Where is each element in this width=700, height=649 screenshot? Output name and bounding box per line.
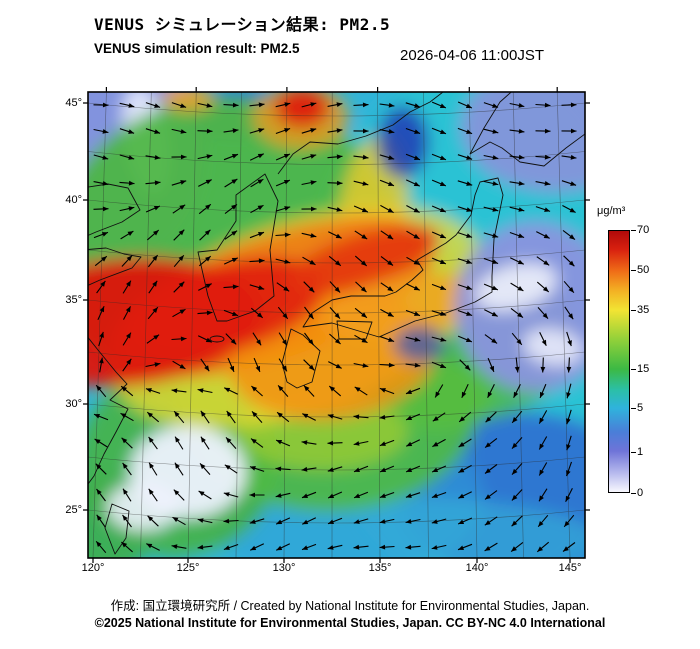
colorbar — [608, 230, 630, 493]
coast-hokkaido — [469, 92, 585, 167]
field-region-red-band-core — [130, 257, 326, 357]
colorbar-tick — [631, 310, 636, 311]
map-frame — [87, 91, 586, 559]
lat-label: 35° — [65, 294, 82, 306]
lat-label: 25° — [65, 504, 82, 516]
lon-label: 130° — [272, 562, 296, 574]
coast-honshu — [302, 177, 504, 338]
field-region-navy-patch-central — [394, 326, 446, 362]
lon-label: 125° — [176, 562, 200, 574]
coast-kyushu — [281, 328, 321, 389]
field-region-orange-northwest-spot — [162, 92, 214, 111]
attribution-text: 作成: 国立環境研究所 / Created by National Instit… — [110, 599, 590, 613]
title-japanese: VENUS シミュレーション結果: PM2.5 — [94, 15, 391, 34]
field-region-periwinkle-northeast — [461, 92, 585, 192]
colorbar-tick-label: 50 — [637, 263, 650, 276]
colorbar-tick-label: 35 — [637, 303, 650, 316]
lat-label: 45° — [65, 97, 82, 109]
colorbar-tick-label: 5 — [637, 402, 644, 415]
field-region-red-north-spot — [275, 92, 329, 128]
colorbar-tick — [631, 369, 636, 370]
timestamp: 2026-04-06 11:00JST — [400, 47, 544, 64]
copyright-text: ©2025 National Institute for Environment… — [94, 616, 606, 630]
colorbar-unit-label: μg/m³ — [597, 205, 626, 217]
lat-label: 40° — [65, 194, 82, 206]
pm25-concentration-map — [83, 87, 590, 563]
colorbar-tick-label: 0 — [637, 487, 644, 499]
coast-jeju — [209, 335, 225, 343]
colorbar-tick-label: 15 — [637, 363, 650, 376]
colorbar-tick — [631, 270, 636, 271]
colorbar-tick-label: 70 — [637, 224, 650, 236]
lon-label: 145° — [558, 562, 582, 574]
colorbar-tick — [631, 493, 636, 494]
lat-label: 30° — [65, 398, 82, 410]
coast-primorye — [277, 92, 444, 175]
axis-ticks — [83, 87, 590, 563]
field-region-red-seaofjapan-streak — [286, 225, 440, 295]
colorbar-tick-label: 1 — [637, 445, 644, 458]
lon-label: 120° — [81, 562, 105, 574]
field-region-cyan-south-band — [173, 497, 585, 558]
coast-taiwan — [104, 503, 130, 555]
coast-shikoku — [336, 320, 373, 340]
lon-label: 140° — [465, 562, 489, 574]
coast-shandong — [88, 247, 142, 286]
wind-arrows-layer — [93, 101, 577, 554]
field-region-navy-patch-northeast — [377, 106, 429, 178]
field-region-white-patch-south-b — [107, 483, 179, 531]
colorbar-tick — [631, 230, 636, 231]
title-english: VENUS simulation result: PM2.5 — [94, 41, 300, 56]
pm25-field-layer — [88, 92, 585, 558]
lon-label: 135° — [368, 562, 392, 574]
colorbar-tick — [631, 408, 636, 409]
colorbar-tick — [631, 452, 636, 453]
